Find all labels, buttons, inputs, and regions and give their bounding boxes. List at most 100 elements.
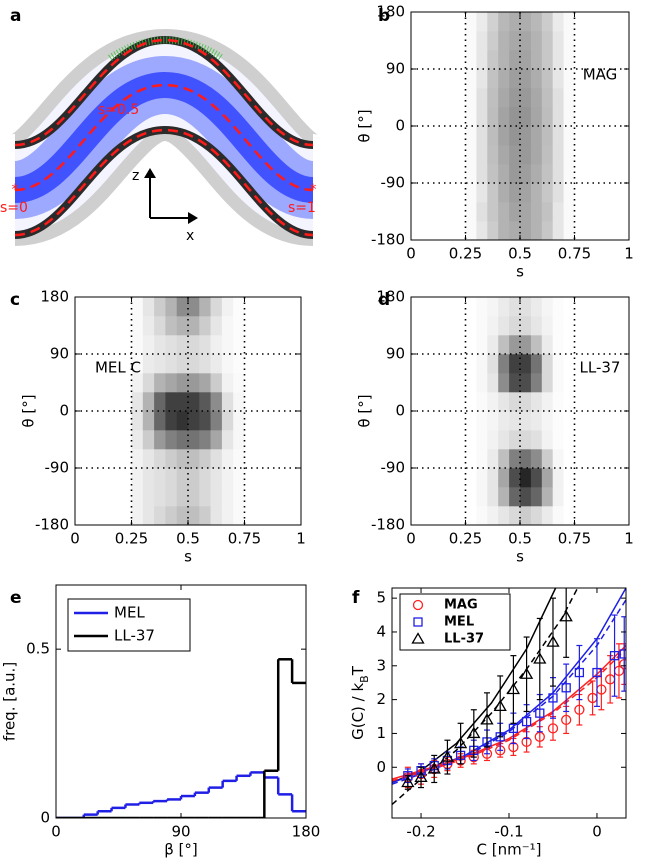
heat-cell (176, 316, 189, 336)
heat-cell (476, 145, 488, 165)
heat-cell (552, 126, 564, 146)
heat-cell (221, 430, 234, 450)
plot-area (56, 658, 306, 818)
error-bar (549, 597, 556, 687)
heat-cell (188, 411, 200, 431)
y-tick-label: -90 (381, 174, 406, 192)
heat-cell (498, 107, 510, 127)
heat-cell (509, 183, 521, 203)
heat-cell (498, 221, 510, 240)
heat-cell (530, 69, 543, 89)
heat-cell (476, 69, 488, 89)
legend: MAG MEL LL-37 (399, 593, 511, 651)
heat-cell (476, 487, 488, 507)
y-tick-label: 0 (395, 402, 405, 420)
heat-cell (563, 202, 575, 222)
heat-cell (188, 316, 200, 336)
y-tick-label: 2 (376, 690, 386, 708)
heat-cell (142, 373, 155, 393)
y-tick-label: 1 (376, 724, 386, 742)
heat-cell (509, 202, 521, 222)
heat-cell (233, 335, 245, 355)
heat-cell (520, 69, 532, 89)
heat-cell (221, 316, 234, 336)
y-tick-label: 90 (386, 345, 405, 363)
x-tick-label: 0.5 (508, 530, 532, 548)
heat-cell (520, 373, 532, 393)
heat-cell (176, 335, 189, 355)
heat-cell (498, 392, 510, 412)
heat-cell (487, 373, 499, 393)
heat-cell (530, 50, 543, 70)
heat-cell (487, 145, 499, 165)
heat-cell (176, 411, 189, 431)
y-tick-label: -90 (45, 459, 70, 477)
heat-cell (530, 31, 543, 51)
heat-cell (165, 449, 177, 469)
panel-letter: f (352, 588, 360, 608)
heat-cell (131, 297, 144, 317)
y-axis-label: freq. [a.u.] (1, 662, 19, 741)
error-bar (470, 709, 477, 758)
heat-cell (520, 487, 532, 507)
schematic: * * a s=0.5 s=0 s=1 z x (0, 6, 323, 246)
heat-cell (188, 506, 200, 525)
heat-cell (563, 221, 575, 240)
x-tick-label: 1 (296, 530, 306, 548)
heat-cell (154, 468, 166, 488)
heat-cell (541, 354, 553, 374)
heat-cell (563, 430, 575, 450)
heat-cell (563, 316, 575, 336)
panel-letter: e (10, 588, 22, 608)
heat-cell (520, 316, 532, 336)
heat-cell (465, 506, 477, 525)
heat-cell (476, 183, 488, 203)
heat-cell (563, 373, 575, 393)
heat-cell (520, 506, 532, 525)
heat-cell (498, 487, 510, 507)
heat-cell (221, 373, 234, 393)
heat-cell (530, 487, 543, 507)
marker (533, 652, 547, 664)
x-tick-label: 0 (406, 530, 416, 548)
heat-cell (520, 183, 532, 203)
heat-cell (476, 297, 488, 317)
heat-cell (465, 430, 477, 450)
y-tick-label: -180 (35, 516, 69, 534)
heat-cell (465, 202, 477, 222)
y-tick-label: 4 (376, 622, 386, 640)
heat-cell (154, 449, 166, 469)
heat-cell (530, 12, 543, 32)
heat-cell (509, 297, 521, 317)
heat-cell (487, 50, 499, 70)
marker (561, 714, 572, 726)
marker (619, 649, 626, 659)
heat-cell (520, 354, 532, 374)
heat-cell (465, 126, 477, 146)
heat-cell (165, 411, 177, 431)
heat-cell (530, 354, 543, 374)
error-bar (484, 692, 491, 748)
marker (592, 667, 602, 678)
heat-cell (221, 449, 234, 469)
heat-cell (530, 88, 543, 108)
heat-cell (188, 373, 200, 393)
heat-cell (131, 411, 144, 431)
y-axis-label-part: G(C) / k (349, 683, 367, 740)
heat-cell (131, 468, 144, 488)
legend: MEL LL-37 (67, 598, 191, 652)
heat-cell (154, 392, 166, 412)
annotation: LL-37 (580, 359, 621, 377)
heat-cell (465, 50, 477, 70)
heat-cell (520, 202, 532, 222)
heat-cell (487, 202, 499, 222)
heat-cell (476, 392, 488, 412)
heat-cell (541, 373, 553, 393)
error-bar (549, 715, 556, 741)
heat-cell (154, 335, 166, 355)
heat-cell (188, 297, 200, 317)
heat-cell (165, 316, 177, 336)
heat-cell (563, 297, 575, 317)
x-tick-label: 1 (624, 245, 634, 263)
heat-cell (563, 145, 575, 165)
